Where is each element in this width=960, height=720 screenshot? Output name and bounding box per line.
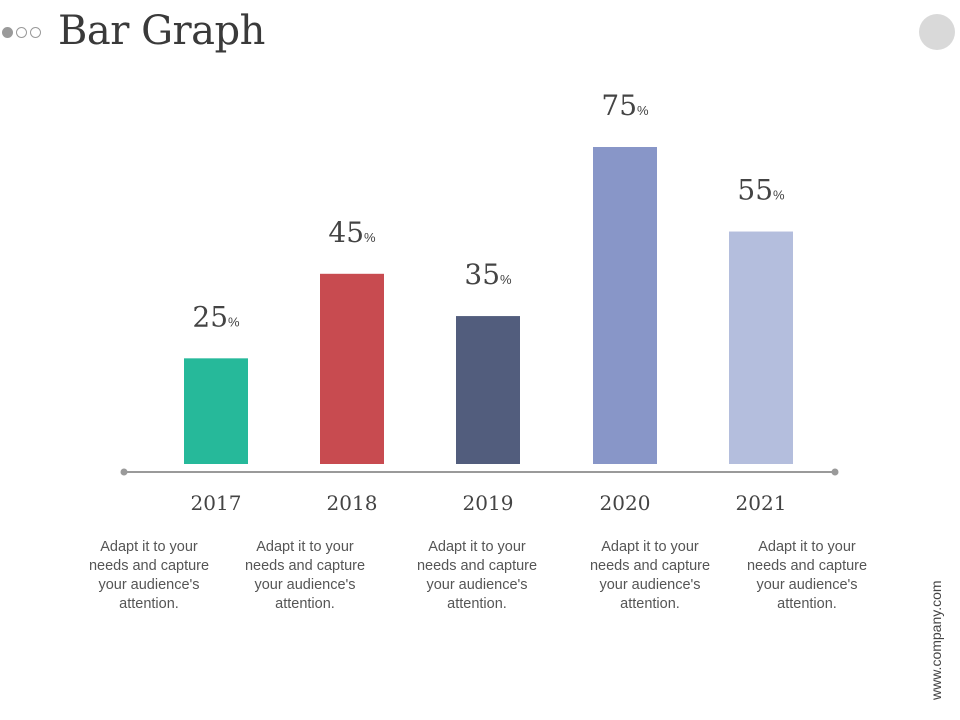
- bar-description-2021: Adapt it to your needs and capture your …: [746, 539, 868, 612]
- x-tick-label-2021: 2021: [736, 491, 787, 515]
- bar-2020: [593, 147, 657, 464]
- data-label-2021: 55%: [737, 174, 785, 207]
- x-tick-label-2018: 2018: [327, 491, 378, 515]
- data-label-2019: 35%: [464, 258, 512, 291]
- bar-description-2017: Adapt it to your needs and capture your …: [88, 539, 210, 612]
- data-label-2017: 25%: [192, 300, 240, 333]
- bar-2018: [320, 273, 384, 464]
- x-tick-label-2019: 2019: [463, 491, 514, 515]
- pager-dots: [2, 27, 41, 38]
- bar-2021: [729, 231, 793, 464]
- x-axis-start-dot: [120, 468, 128, 476]
- x-axis-end-dot: [831, 468, 839, 476]
- corner-circle-decoration: [919, 14, 955, 50]
- pager-dot: [16, 27, 27, 38]
- data-label-2018: 45%: [328, 216, 376, 249]
- page-title: Bar Graph: [58, 8, 265, 54]
- data-label-2020: 75%: [601, 89, 649, 122]
- footer-url: www.company.com: [928, 580, 944, 700]
- bar-description-2018: Adapt it to your needs and capture your …: [244, 539, 366, 612]
- pager-dot: [30, 27, 41, 38]
- bar-2019: [456, 316, 520, 464]
- pager-dot-active: [2, 27, 13, 38]
- bar-2017: [184, 358, 248, 464]
- x-tick-label-2017: 2017: [191, 491, 242, 515]
- bar-description-2019: Adapt it to your needs and capture your …: [416, 539, 538, 612]
- x-tick-label-2020: 2020: [600, 491, 651, 515]
- bar-description-2020: Adapt it to your needs and capture your …: [589, 539, 711, 612]
